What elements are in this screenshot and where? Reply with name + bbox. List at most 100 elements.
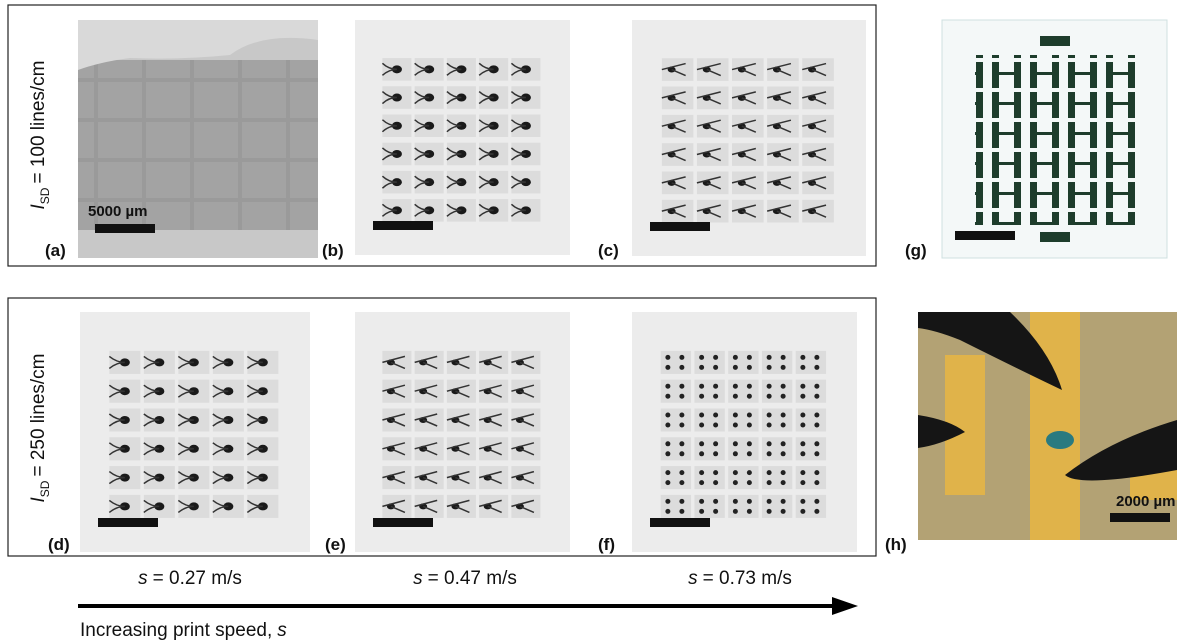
micrograph [767,355,772,360]
micrograph [665,355,670,360]
micrograph [382,408,411,431]
panel-letter: (c) [598,241,619,260]
micrograph [415,408,444,431]
micrograph [679,365,684,370]
micrograph [796,380,826,403]
photo [975,55,1140,225]
panel-letter: (a) [45,241,66,260]
micrograph [694,408,724,431]
micrograph [747,499,752,504]
micrograph [511,351,540,374]
micrograph [802,115,834,138]
micrograph [814,470,819,475]
micrograph [747,480,752,485]
micrograph [800,355,805,360]
micrograph [732,115,764,138]
micrograph [665,480,670,485]
micrograph [733,441,738,446]
micrograph [747,365,752,370]
micrograph [415,437,444,460]
micrograph [762,408,792,431]
micrograph [747,394,752,399]
micrograph [699,441,704,446]
micrograph [781,509,786,514]
micrograph [662,143,694,166]
micrograph [747,509,752,514]
micrograph [665,509,670,514]
scale-bar [1110,513,1170,522]
micrograph [713,365,718,370]
micrograph [802,143,834,166]
micrograph [733,451,738,456]
micrograph [679,394,684,399]
micrograph [661,466,691,489]
micrograph [661,380,691,403]
micrograph [699,509,704,514]
micrograph [713,480,718,485]
micrograph [814,480,819,485]
micrograph [447,466,476,489]
micrograph [679,355,684,360]
micrograph [781,441,786,446]
micrograph [479,408,508,431]
micrograph [699,394,704,399]
micrograph [814,355,819,360]
micrograph [733,384,738,389]
micrograph [767,480,772,485]
micrograph [767,143,799,166]
micrograph [802,172,834,195]
micrograph [814,394,819,399]
micrograph [781,451,786,456]
micrograph [511,380,540,403]
speed-label: s= 0.27 m/s [138,568,242,589]
micrograph [767,499,772,504]
micrograph [802,87,834,110]
micrograph [694,437,724,460]
micrograph [479,351,508,374]
micrograph [415,351,444,374]
micrograph [762,380,792,403]
micrograph [694,466,724,489]
micrograph [802,58,834,81]
scale-bar [95,224,155,233]
micrograph [415,495,444,518]
panel-letter: (g) [905,241,927,260]
micrograph [415,380,444,403]
micrograph [665,384,670,389]
scale-label: 2000 µm [1116,493,1176,510]
micrograph [781,394,786,399]
micrograph [713,413,718,418]
micrograph [679,470,684,475]
photo [1040,36,1070,46]
micrograph [796,351,826,374]
micrograph [767,200,799,223]
micrograph [665,413,670,418]
panel-letter: (f) [598,535,615,554]
speed-label: s= 0.73 m/s [688,568,792,589]
micrograph [694,495,724,518]
micrograph [665,365,670,370]
micrograph [679,499,684,504]
micrograph [781,470,786,475]
micrograph [733,423,738,428]
micrograph [732,172,764,195]
micrograph [767,509,772,514]
micrograph [479,466,508,489]
micrograph [762,351,792,374]
micrograph [733,394,738,399]
micrograph [781,423,786,428]
micrograph [382,466,411,489]
micrograph [661,408,691,431]
micrograph [814,441,819,446]
micrograph [382,380,411,403]
micrograph [662,172,694,195]
micrograph [733,470,738,475]
micrograph [665,441,670,446]
micrograph [679,451,684,456]
micrograph [800,451,805,456]
micrograph [728,408,758,431]
micrograph [511,495,540,518]
micrograph [728,351,758,374]
micrograph [382,495,411,518]
micrograph [447,351,476,374]
